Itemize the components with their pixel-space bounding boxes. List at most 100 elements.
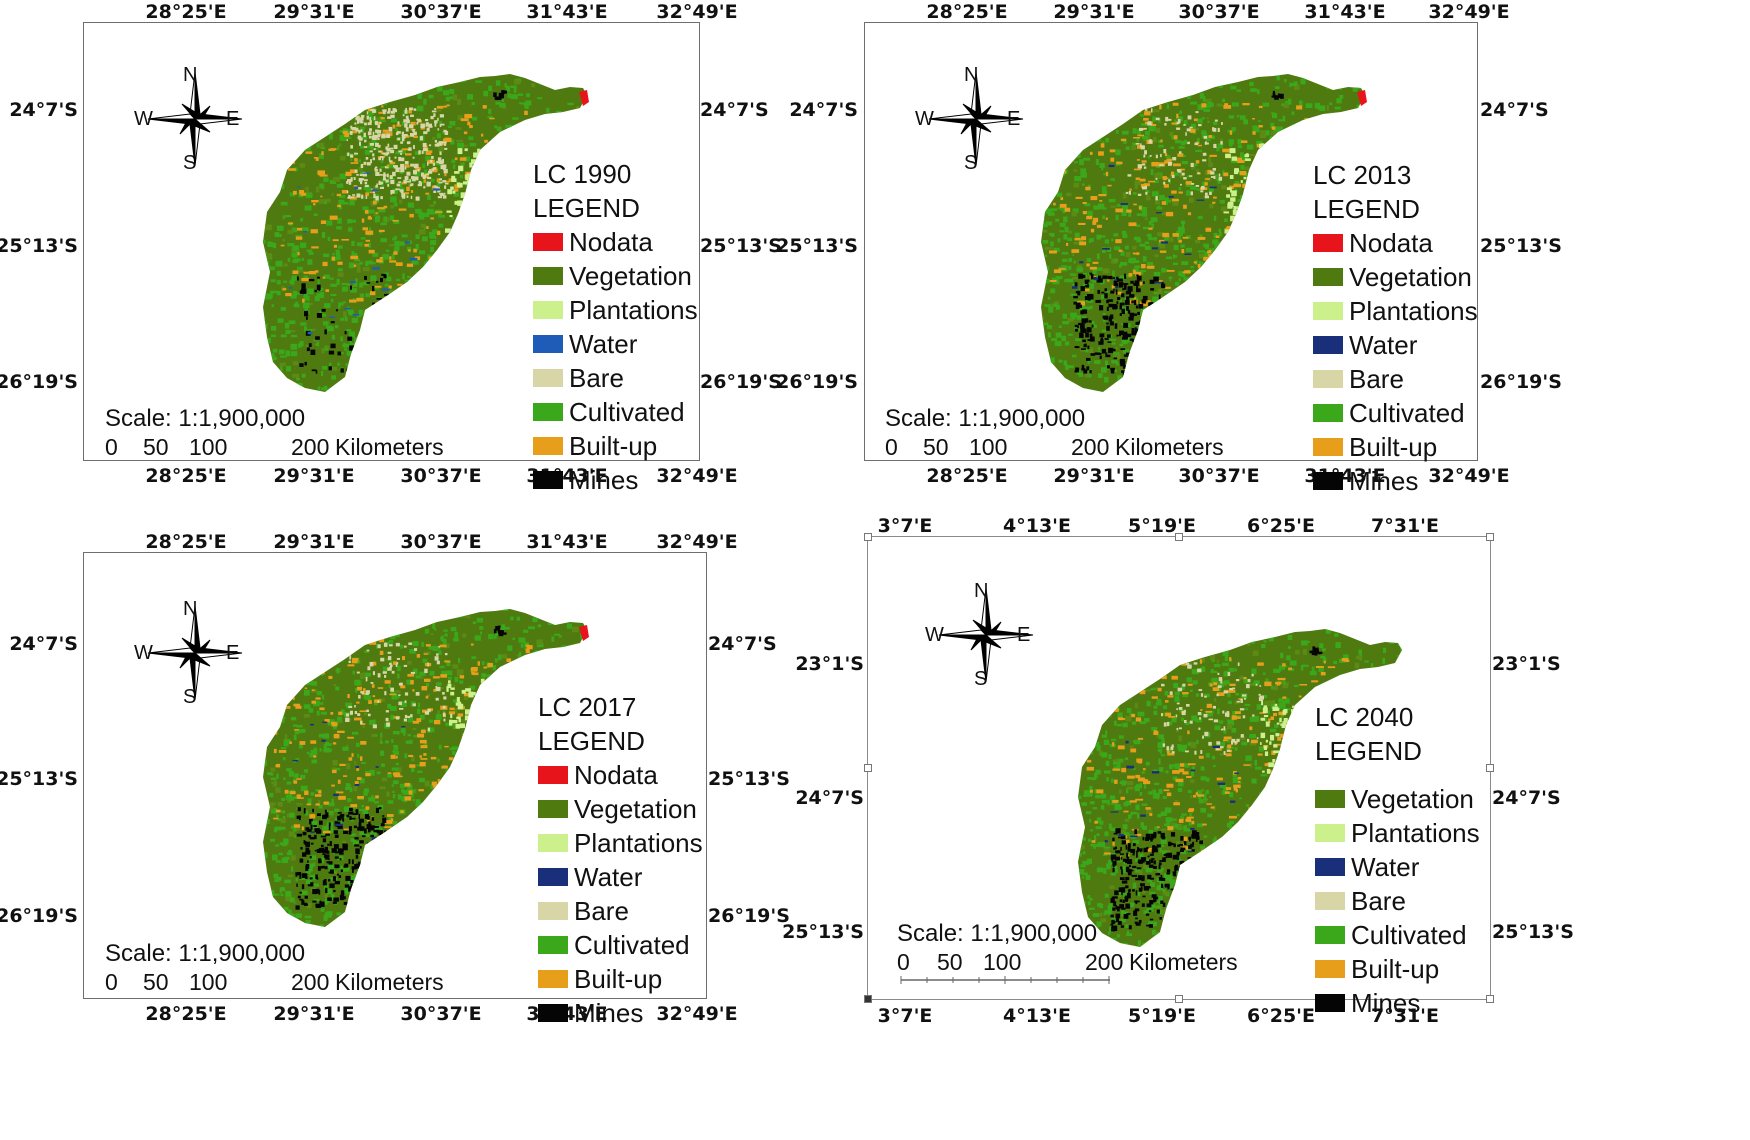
legend-label: Vegetation (1351, 784, 1474, 814)
legend-label: Cultivated (1349, 398, 1465, 428)
bottom-coord-label: 29°31'E (273, 465, 355, 487)
right-coord-label: 26°19'S (708, 905, 790, 927)
compass-s-label: S (974, 668, 988, 690)
top-coord-label: 32°49'E (656, 1, 738, 23)
legend-swatch (1313, 268, 1343, 286)
frame-handle (1486, 533, 1494, 541)
frame-handle (1486, 995, 1494, 1003)
legend-swatch (538, 868, 568, 886)
left-coord-label: 25°13'S (782, 921, 864, 943)
left-coord-label: 24°7'S (795, 787, 864, 809)
legend-swatch (1315, 790, 1345, 808)
bottom-coord-label: 30°37'E (1178, 465, 1260, 487)
legend-label: Vegetation (569, 261, 692, 291)
legend-label: Bare (569, 363, 624, 393)
top-coord-label: 5°19'E (1128, 515, 1196, 537)
right-coord-label: 25°13'S (700, 235, 782, 257)
land-cover-map (175, 597, 595, 937)
compass-rose-icon (938, 587, 1034, 683)
compass-e-label: E (1007, 108, 1021, 130)
legend-swatch (538, 834, 568, 852)
left-coord-label: 26°19'S (0, 371, 78, 393)
scale-tick-label: 100 (983, 949, 1022, 975)
legend-label: Built-up (1351, 954, 1440, 984)
legend-swatch (1315, 926, 1345, 944)
legend-swatch (1313, 234, 1343, 252)
compass-s-label: S (183, 686, 197, 708)
legend-item-mines: Mines (533, 463, 698, 497)
legend-item-plantations: Plantations (538, 826, 703, 860)
legend-item-water: Water (1313, 328, 1478, 362)
bottom-coord-label: 7°31'E (1371, 1005, 1439, 1027)
scale-tick-label: 0 (105, 434, 118, 460)
legend-item-vegetation: Vegetation (538, 792, 703, 826)
legend-item-plantations: Plantations (533, 293, 698, 327)
scale-tick-label: 200 (1071, 434, 1110, 460)
right-coord-label: 23°1'S (1492, 653, 1561, 675)
legend-item-nodata: Nodata (538, 758, 703, 792)
right-coord-label: 25°13'S (1480, 235, 1562, 257)
compass-s-label: S (183, 152, 197, 174)
left-coord-label: 25°13'S (0, 768, 78, 790)
top-coord-label: 32°49'E (1428, 1, 1510, 23)
scale-bar: Scale: 1:1,900,000 0 50 100 200 Kilomete… (897, 920, 1257, 984)
scale-text: Scale: 1:1,900,000 (897, 920, 1098, 947)
scale-unit-label: Kilometers (1115, 434, 1224, 460)
north-arrow: N S W E (915, 64, 1031, 174)
legend-swatch (533, 267, 563, 285)
bottom-coord-label: 32°49'E (656, 465, 738, 487)
scale-tick-label: 0 (105, 969, 118, 995)
legend: LC 2017 LEGEND Nodata Vegetation Plantatio… (538, 690, 703, 1030)
legend-label: Bare (574, 896, 629, 926)
legend-item-water: Water (538, 860, 703, 894)
legend-item-nodata: Nodata (533, 225, 698, 259)
right-coord-label: 24°7'S (1480, 99, 1549, 121)
legend: LC 2013 LEGEND Nodata Vegetation Plantatio… (1313, 158, 1478, 498)
top-coord-label: 31°43'E (526, 531, 608, 553)
legend-label: Cultivated (1351, 920, 1467, 950)
legend-label: Plantations (1349, 296, 1478, 326)
legend-swatch (538, 902, 568, 920)
legend-label: Vegetation (574, 794, 697, 824)
top-coord-label: 4°13'E (1003, 515, 1071, 537)
legend-item-cultivated: Cultivated (1315, 918, 1480, 952)
left-coord-label: 24°7'S (9, 99, 78, 121)
legend-heading: LEGEND (533, 193, 640, 223)
legend-label: Mines (574, 998, 644, 1028)
legend-swatch (1313, 472, 1343, 490)
legend-item-bare: Bare (1315, 884, 1480, 918)
scale-tick-label: 100 (189, 434, 228, 460)
legend-label: Plantations (1351, 818, 1480, 848)
legend-label: Bare (1349, 364, 1404, 394)
top-coord-label: 29°31'E (273, 531, 355, 553)
compass-w-label: W (134, 642, 153, 664)
scale-ticks: 0 50 100 200 Kilometers (885, 433, 1245, 461)
frame-handle (864, 995, 872, 1003)
legend-label: Water (574, 862, 643, 892)
bottom-coord-label: 4°13'E (1003, 1005, 1071, 1027)
legend-item-vegetation: Vegetation (1313, 260, 1478, 294)
legend-items: Nodata Vegetation Plantations Water Bare Cult… (533, 225, 698, 497)
legend-swatch (1313, 438, 1343, 456)
compass-n-label: N (183, 598, 198, 620)
scale-unit-label: Kilometers (335, 434, 444, 460)
legend-title: LC 2013 (1313, 160, 1412, 190)
scale-bar-line (900, 976, 1110, 984)
scale-bar: Scale: 1:1,900,000 0 50 100 200 Kilomete… (105, 940, 465, 996)
land-cover-map-svg (1078, 629, 1402, 947)
legend-items: Nodata Vegetation Plantations Water Bare Cult… (538, 758, 703, 1030)
scale-tick-label: 50 (143, 434, 169, 460)
legend-item-built-up: Built-up (1315, 952, 1480, 986)
top-coord-label: 28°25'E (145, 1, 227, 23)
top-coord-label: 3°7'E (877, 515, 933, 537)
legend-items: Nodata Vegetation Plantations Water Bare Cult… (1313, 226, 1478, 498)
legend-swatch (1315, 824, 1345, 842)
legend-swatch (538, 970, 568, 988)
top-coord-label: 29°31'E (1053, 1, 1135, 23)
legend-swatch (1315, 892, 1345, 910)
legend-swatch (533, 471, 563, 489)
scale-ticks: 0 50 100 200 Kilometers (897, 948, 1257, 976)
compass-w-label: W (134, 108, 153, 130)
left-coord-label: 26°19'S (0, 905, 78, 927)
legend-item-nodata: Nodata (1313, 226, 1478, 260)
